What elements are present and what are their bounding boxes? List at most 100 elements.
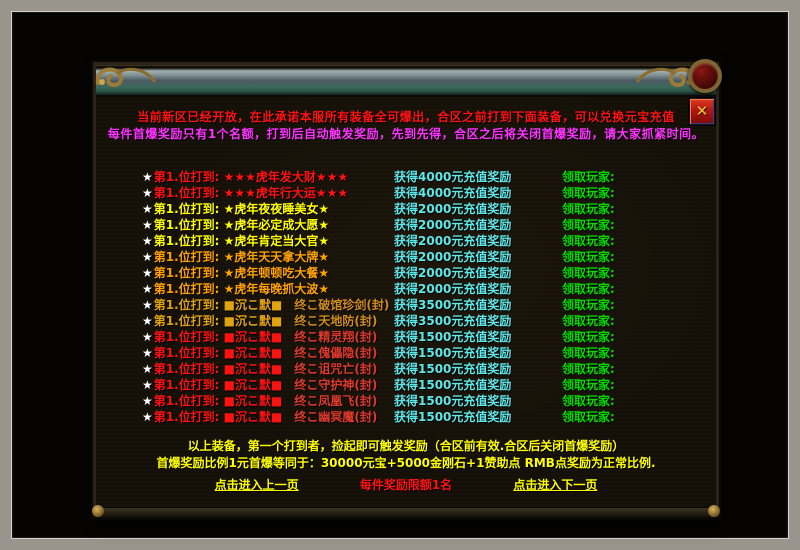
reward-row: ★第1.位打到: ■沉こ默■ 终こ精灵翔(封) 获得1500元充值奖励 领取玩家… <box>96 329 716 345</box>
star-icon: ★ <box>142 250 153 264</box>
row-item-name: ■沉こ默■ 终こ天地防(封) <box>224 314 378 328</box>
row-claim: 领取玩家: <box>562 314 615 328</box>
first-drop-reward-panel: ✕ 当前新区已经开放，在此承诺本服所有装备全可爆出，合区之前打到下面装备，可以兑… <box>91 59 722 520</box>
row-reward: 获得2000元充值奖励 <box>394 266 512 280</box>
star-icon: ★ <box>142 378 153 392</box>
close-button[interactable]: ✕ <box>689 98 715 125</box>
row-label: 第1.位打到: <box>153 218 224 232</box>
reward-row: ★第1.位打到: ★虎年每晚抓大波★ 获得2000元充值奖励 领取玩家: <box>96 281 716 297</box>
item-name-segment: ★虎年肯定当大官★ <box>223 234 330 248</box>
row-left: ★第1.位打到: ■沉こ默■ 终こ凤凰飞(封) <box>142 393 394 409</box>
row-claim: 领取玩家: <box>562 362 615 376</box>
star-icon: ★ <box>142 298 153 312</box>
row-left: ★第1.位打到: ■沉こ默■ 终こ傀儡隐(封) <box>142 345 394 361</box>
row-item-name: ■沉こ默■ 终こ精灵翔(封) <box>224 330 378 344</box>
row-claim: 领取玩家: <box>562 170 615 184</box>
reward-row: ★第1.位打到: ■沉こ默■ 终こ幽冥魔(封) 获得1500元充值奖励 领取玩家… <box>96 409 716 425</box>
row-left: ★第1.位打到: ★虎年顿顿吃大餐★ <box>142 265 394 281</box>
row-label: 第1.位打到: <box>153 250 224 264</box>
row-claim: 领取玩家: <box>562 234 615 248</box>
reward-row: ★第1.位打到: ★★★虎年行大运★★★ 获得4000元充值奖励 领取玩家: <box>96 185 716 201</box>
reward-row: ★第1.位打到: ★虎年肯定当大官★ 获得2000元充值奖励 领取玩家: <box>96 233 716 249</box>
item-name-segment: ★虎年顿顿吃大餐★ <box>223 266 330 280</box>
row-left: ★第1.位打到: ■沉こ默■ 终こ天地防(封) <box>142 313 394 329</box>
row-reward: 获得3500元充值奖励 <box>394 314 512 328</box>
row-claim: 领取玩家: <box>562 266 615 280</box>
item-name-segment: ★★★虎年发大财★★★ <box>223 170 349 184</box>
item-name-segment: ■沉こ默■ <box>223 330 283 344</box>
row-claim: 领取玩家: <box>562 346 615 360</box>
reward-row: ★第1.位打到: ★虎年夜夜睡美女★ 获得2000元充值奖励 领取玩家: <box>96 201 716 217</box>
star-icon: ★ <box>142 410 153 424</box>
reward-row: ★第1.位打到: ★虎年顿顿吃大餐★ 获得2000元充值奖励 领取玩家: <box>96 265 716 281</box>
item-name-segment: 终こ诅咒亡(封) <box>282 362 378 376</box>
row-label: 第1.位打到: <box>153 410 224 424</box>
row-left: ★第1.位打到: ★虎年天天拿大牌★ <box>142 249 394 265</box>
item-name-segment: ★虎年必定成大愿★ <box>223 218 330 232</box>
row-label: 第1.位打到: <box>153 378 224 392</box>
item-name-segment: 终こ精灵翔(封) <box>282 330 378 344</box>
row-reward: 获得2000元充值奖励 <box>394 202 512 216</box>
item-name-segment: 终こ破馆珍剑(封) <box>282 298 390 312</box>
row-left: ★第1.位打到: ★★★虎年行大运★★★ <box>142 185 394 201</box>
item-name-segment: ■沉こ默■ <box>223 346 283 360</box>
row-item-name: ★虎年夜夜睡美女★ <box>224 202 330 216</box>
row-label: 第1.位打到: <box>153 298 224 312</box>
row-claim: 领取玩家: <box>562 330 615 344</box>
row-left: ★第1.位打到: ■沉こ默■ 终こ精灵翔(封) <box>142 329 394 345</box>
row-claim: 领取玩家: <box>562 218 615 232</box>
star-icon: ★ <box>142 234 153 248</box>
row-left: ★第1.位打到: ★虎年每晚抓大波★ <box>142 281 394 297</box>
row-claim: 领取玩家: <box>562 250 615 264</box>
row-reward: 获得4000元充值奖励 <box>394 170 512 184</box>
row-label: 第1.位打到: <box>153 234 224 248</box>
rows-list: ★第1.位打到: ★★★虎年发大财★★★ 获得4000元充值奖励 领取玩家: ★… <box>96 169 716 425</box>
row-reward: 获得1500元充值奖励 <box>394 362 512 376</box>
item-name-segment: ■沉こ默■ <box>223 378 283 392</box>
limit-notice: 每件奖励限额1名 <box>359 478 453 492</box>
star-icon: ★ <box>142 330 153 344</box>
notice-line2: 每件首爆奖励只有1个名额，打到后自动触发奖励，先到先得，合区之后将关闭首爆奖励，… <box>107 127 705 141</box>
star-icon: ★ <box>142 186 153 200</box>
row-item-name: ★虎年每晚抓大波★ <box>224 282 330 296</box>
row-item-name: ■沉こ默■ 终こ傀儡隐(封) <box>224 346 378 360</box>
reward-row: ★第1.位打到: ■沉こ默■ 终こ诅咒亡(封) 获得1500元充值奖励 领取玩家… <box>96 361 716 377</box>
star-icon: ★ <box>142 202 153 216</box>
row-reward: 获得2000元充值奖励 <box>394 282 512 296</box>
row-left: ★第1.位打到: ★虎年肯定当大官★ <box>142 233 394 249</box>
row-reward: 获得1500元充值奖励 <box>394 378 512 392</box>
star-icon: ★ <box>142 266 153 280</box>
item-name-segment: ★★★虎年行大运★★★ <box>223 186 349 200</box>
row-item-name: ■沉こ默■ 终こ凤凰飞(封) <box>224 394 378 408</box>
row-left: ★第1.位打到: ■沉こ默■ 终こ诅咒亡(封) <box>142 361 394 377</box>
next-page-link[interactable]: 点击进入下一页 <box>513 478 598 492</box>
item-name-segment: ■沉こ默■ <box>223 394 283 408</box>
item-name-segment: ■沉こ默■ <box>223 314 283 328</box>
item-name-segment: 终こ天地防(封) <box>282 314 378 328</box>
row-label: 第1.位打到: <box>153 330 224 344</box>
row-left: ★第1.位打到: ■沉こ默■ 终こ破馆珍剑(封) <box>142 297 394 313</box>
row-label: 第1.位打到: <box>153 170 224 184</box>
panel-footer: 以上装备，第一个打到者，捡起即可触发奖励（合区前有效.合区后关闭首爆奖励） 首爆… <box>96 438 716 493</box>
row-claim: 领取玩家: <box>562 298 615 312</box>
row-reward: 获得2000元充值奖励 <box>394 234 512 248</box>
reward-row: ★第1.位打到: ★虎年天天拿大牌★ 获得2000元充值奖励 领取玩家: <box>96 249 716 265</box>
panel-bottom-frame <box>92 505 720 518</box>
row-left: ★第1.位打到: ■沉こ默■ 终こ守护神(封) <box>142 377 394 393</box>
prev-page-link[interactable]: 点击进入上一页 <box>214 478 299 492</box>
row-reward: 获得1500元充值奖励 <box>394 330 512 344</box>
star-icon: ★ <box>142 346 153 360</box>
item-name-segment: ★虎年夜夜睡美女★ <box>223 202 330 216</box>
row-item-name: ★★★虎年发大财★★★ <box>224 170 349 184</box>
item-name-segment: ■沉こ默■ <box>223 298 283 312</box>
row-item-name: ★虎年必定成大愿★ <box>224 218 330 232</box>
row-label: 第1.位打到: <box>153 282 224 296</box>
row-reward: 获得1500元充值奖励 <box>394 394 512 408</box>
bottom-right-ornament-icon <box>708 505 720 517</box>
row-reward: 获得3500元充值奖励 <box>394 298 512 312</box>
item-name-segment: 终こ傀儡隐(封) <box>282 346 378 360</box>
corner-orb-icon <box>688 59 722 93</box>
row-reward: 获得4000元充值奖励 <box>394 186 512 200</box>
star-icon: ★ <box>142 282 153 296</box>
